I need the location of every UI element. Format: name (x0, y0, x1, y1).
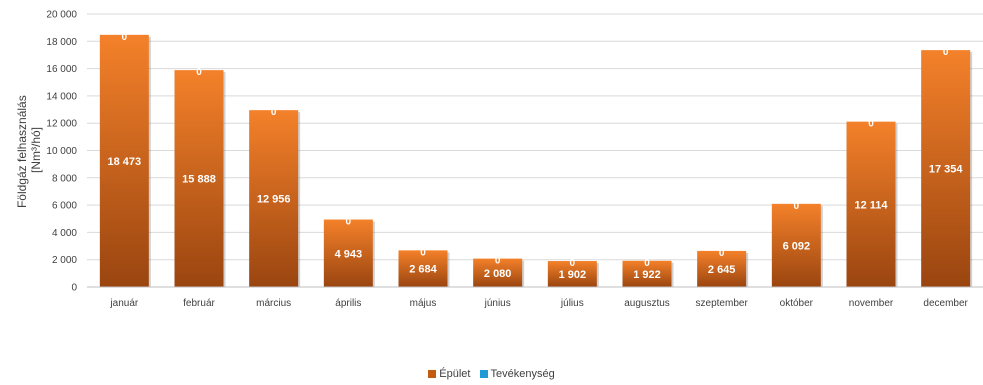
x-tick-label: október (780, 298, 814, 309)
legend-item-epulet[interactable]: Épület (428, 368, 470, 380)
bar-value-label: 15 888 (182, 174, 216, 186)
bar-value-label: 12 956 (257, 194, 291, 206)
y-tick-label: 16 000 (46, 64, 77, 75)
bar-zero-label: 0 (868, 119, 874, 130)
bar-zero-label: 0 (346, 217, 352, 228)
y-tick-label: 18 000 (46, 37, 77, 48)
bar-value-label: 2 080 (484, 268, 512, 280)
bar-zero-label: 0 (570, 258, 576, 269)
bar-zero-label: 0 (943, 47, 949, 58)
bar-value-label: 1 902 (559, 269, 587, 281)
y-tick-label: 0 (71, 283, 77, 294)
y-axis-label-line-1: Földgáz felhasználás (15, 95, 29, 208)
x-tick-label: április (335, 298, 361, 309)
y-tick-label: 14 000 (46, 91, 77, 102)
bar-epulet[interactable] (174, 70, 224, 287)
bar-value-label: 2 684 (409, 264, 437, 276)
x-tick-label: február (183, 298, 215, 309)
y-tick-label: 20 000 (46, 10, 77, 21)
x-axis-ticks: január február március április május június jú… (109, 298, 968, 309)
bar-epulet[interactable] (249, 110, 299, 287)
bar-epulet[interactable] (547, 261, 597, 287)
bar-value-label: 17 354 (929, 164, 964, 176)
y-axis-label: Földgáz felhasználás [Nm³/hó] (15, 92, 43, 208)
legend-item-tevekenyseg[interactable]: Tevékenység (479, 368, 555, 380)
x-tick-label: november (849, 298, 894, 309)
bar-zero-label: 0 (495, 256, 501, 267)
bar-value-label: 1 922 (633, 269, 661, 281)
bar-zero-label: 0 (794, 201, 800, 212)
bar-zero-label: 0 (196, 67, 202, 78)
bar-epulet[interactable] (99, 34, 149, 287)
gridlines (87, 13, 983, 261)
x-tick-label: január (109, 298, 138, 309)
legend-label-tevekenyseg: Tevékenység (490, 368, 555, 380)
bar-epulet[interactable] (846, 121, 896, 288)
bar-value-label: 18 473 (108, 156, 142, 168)
y-axis-label-line-2: [Nm³/hó] (29, 127, 43, 173)
bar-value-label: 4 943 (335, 248, 363, 260)
bar-zero-label: 0 (271, 107, 277, 118)
y-tick-label: 6 000 (52, 201, 77, 212)
y-tick-label: 2 000 (52, 255, 77, 266)
bar-epulet[interactable] (921, 50, 971, 287)
x-tick-label: július (560, 298, 584, 309)
bar-epulet[interactable] (622, 260, 672, 287)
bar-epulet[interactable] (771, 203, 821, 287)
bar-value-label: 2 645 (708, 264, 736, 276)
bar-epulet[interactable] (697, 250, 747, 287)
y-tick-label: 4 000 (52, 228, 77, 239)
x-tick-label: december (923, 298, 968, 309)
bar-zero-label: 0 (644, 258, 650, 269)
bar-zero-label: 0 (719, 248, 725, 259)
y-tick-label: 8 000 (52, 173, 77, 184)
x-tick-label: szeptember (696, 298, 749, 309)
legend: Épület Tevékenység (0, 368, 983, 381)
x-tick-label: augusztus (624, 298, 670, 309)
y-tick-label: 10 000 (46, 146, 77, 157)
y-tick-label: 12 000 (46, 119, 77, 130)
legend-label-epulet: Épület (439, 368, 471, 380)
bar-zero-label: 0 (420, 247, 426, 258)
legend-swatch-epulet (428, 370, 437, 378)
x-tick-label: március (256, 298, 291, 309)
bar-value-label: 6 092 (783, 240, 811, 252)
bar-epulet[interactable] (323, 219, 373, 287)
y-axis-ticks: 0 2 000 4 000 6 000 8 000 10 000 12 000 14 000 1… (46, 10, 77, 294)
bar-epulet[interactable] (473, 258, 523, 287)
bar-value-label: 12 114 (854, 199, 888, 211)
bar-zero-label: 0 (122, 32, 128, 43)
legend-swatch-tevekenyseg (479, 370, 488, 378)
bar-epulet[interactable] (398, 250, 448, 287)
x-tick-label: június (484, 298, 511, 309)
x-tick-label: május (410, 298, 437, 309)
